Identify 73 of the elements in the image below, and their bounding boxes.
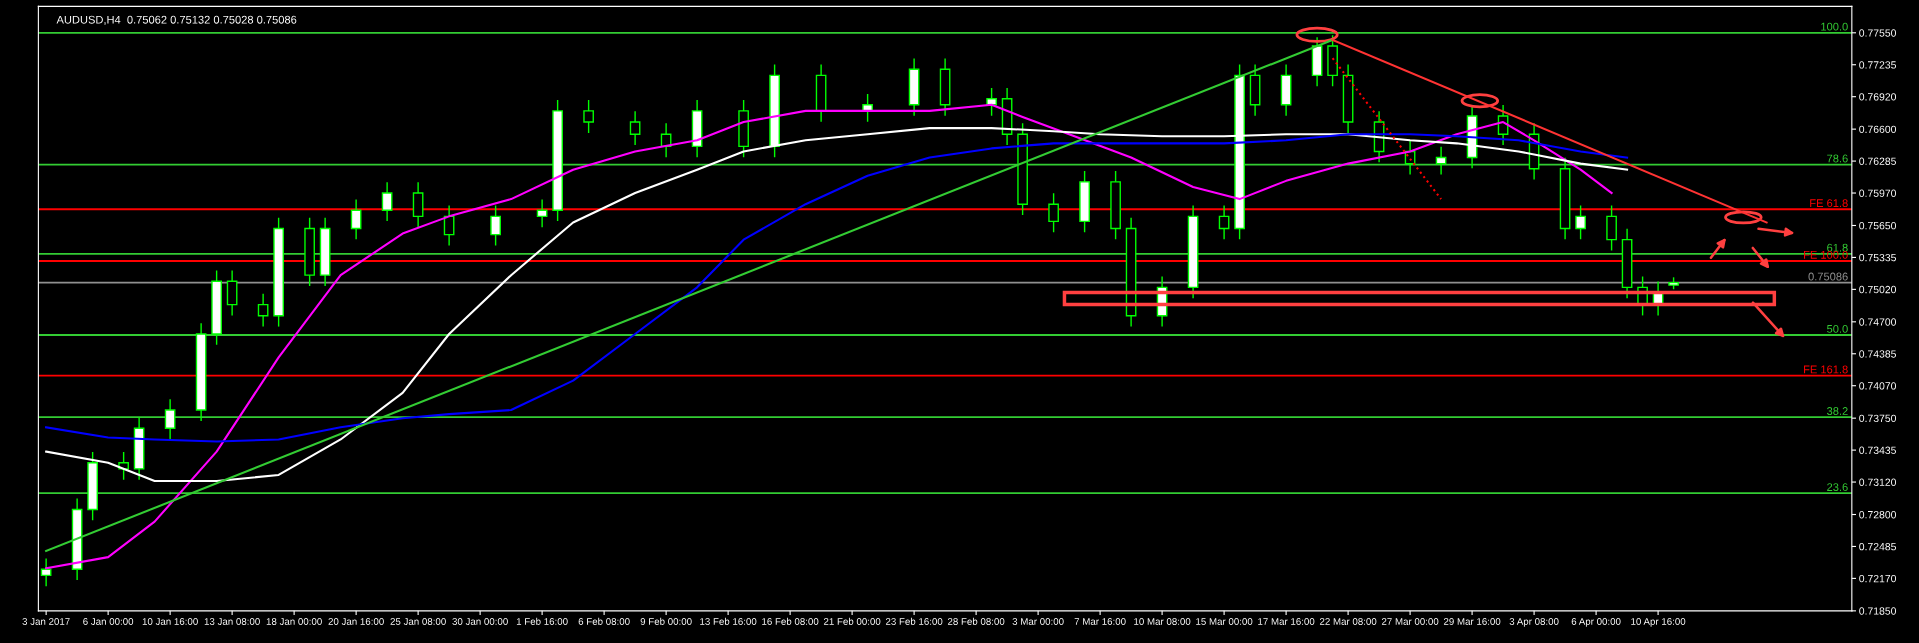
annotation: 100.0 [1821, 22, 1848, 31]
candlestick [257, 293, 269, 327]
x-tick-label: 27 Mar 00:00 [1381, 618, 1439, 625]
y-tick-label: 0.74385 [1859, 350, 1896, 358]
y-tick-label: 0.72800 [1859, 511, 1897, 519]
y-tick-label: 0.75020 [1859, 285, 1897, 294]
y-tick-label: 0.76920 [1859, 93, 1897, 101]
x-tick-label: 13 Feb 16:00 [700, 617, 757, 625]
x-tick-label: 3 Jan 2017 [22, 618, 70, 625]
candlestick [350, 199, 362, 240]
y-tick-label: 0.73435 [1859, 446, 1896, 454]
candlestick [412, 182, 424, 228]
annotation: FE 161.8 [1804, 365, 1848, 374]
candlestick [629, 111, 641, 146]
candlestick [1048, 193, 1059, 233]
y-tick-label: 0.76285 [1859, 157, 1896, 165]
candlestick [583, 100, 594, 133]
x-tick-label: 10 Jan 16:00 [142, 618, 198, 625]
candlestick [1218, 205, 1230, 240]
y-tick-label: 0.71850 [1859, 607, 1897, 615]
x-tick-label: 28 Feb 08:00 [947, 617, 1005, 625]
x-tick-label: 7 Mar 16:00 [1074, 618, 1126, 625]
ref-line-label: 0.75086 [1808, 272, 1848, 281]
x-tick-label: 3 Mar 00:00 [1012, 618, 1064, 625]
x-tick-label: 20 Jan 16:00 [328, 618, 384, 625]
x-tick-label: 6 Feb 08:00 [578, 617, 630, 625]
x-tick-label: 21 Feb 00:00 [823, 617, 881, 625]
x-tick-label: 29 Mar 16:00 [1443, 618, 1501, 625]
x-tick-label: 16 Feb 08:00 [762, 617, 819, 625]
y-tick-label: 0.75970 [1859, 189, 1897, 197]
candlestick [1435, 146, 1447, 175]
candlestick [536, 199, 548, 228]
y-tick-label: 0.77235 [1859, 61, 1896, 69]
y-tick-label: 0.73120 [1859, 478, 1897, 486]
y-tick-label: 0.74070 [1859, 382, 1897, 390]
x-tick-label: 13 Jan 08:00 [204, 618, 260, 625]
x-tick-label: 1 Feb 16:00 [516, 617, 568, 625]
annotation: 38.2 [1827, 407, 1848, 415]
x-tick-label: 18 Jan 00:00 [266, 618, 322, 625]
x-tick-label: 3 Apr 08:00 [1509, 618, 1559, 627]
candlestick [40, 558, 52, 587]
x-tick-label: 15 Mar 00:00 [1196, 618, 1253, 625]
x-tick-label: 25 Jan 08:00 [390, 618, 446, 625]
x-tick-label: 10 Mar 08:00 [1134, 618, 1191, 625]
annotation: 78.6 [1827, 154, 1848, 163]
candlestick [1575, 205, 1586, 240]
y-tick-label: 0.73750 [1859, 414, 1897, 423]
x-tick-label: 6 Apr 00:00 [1571, 618, 1621, 627]
y-tick-label: 0.76600 [1859, 125, 1897, 134]
annotation: 50.0 [1827, 324, 1848, 333]
x-tick-label: 17 Mar 16:00 [1258, 618, 1315, 625]
x-tick-label: 22 Mar 08:00 [1319, 618, 1377, 625]
x-tick-label: 30 Jan 00:00 [452, 618, 508, 625]
text: AUDUSD,H4 0.75062 0.75132 0.75028 0.75086 [56, 15, 297, 25]
y-tick-label: 0.74700 [1859, 318, 1897, 326]
candlestick [226, 270, 238, 316]
x-tick-label: 23 Feb 16:00 [885, 617, 943, 625]
annotation: 23.6 [1827, 483, 1848, 492]
x-tick-label: 9 Feb 00:00 [640, 617, 692, 625]
candlestick [164, 399, 176, 440]
x-tick-label: 10 Apr 16:00 [1631, 618, 1686, 627]
y-tick-label: 0.72485 [1859, 542, 1896, 551]
annotation: FE 100.0 [1804, 250, 1848, 259]
candlestick [381, 182, 393, 222]
annotation: 61.8 [1827, 243, 1848, 252]
y-tick-label: 0.75650 [1859, 221, 1897, 230]
candlestick [1606, 205, 1617, 251]
candlestick [490, 205, 501, 246]
annotation: FE 61.8 [1810, 199, 1848, 208]
y-tick-label: 0.72170 [1859, 574, 1897, 583]
y-tick-label: 0.75335 [1859, 253, 1896, 262]
y-tick-label: 0.77550 [1859, 29, 1897, 37]
x-tick-label: 6 Jan 00:00 [83, 618, 134, 625]
